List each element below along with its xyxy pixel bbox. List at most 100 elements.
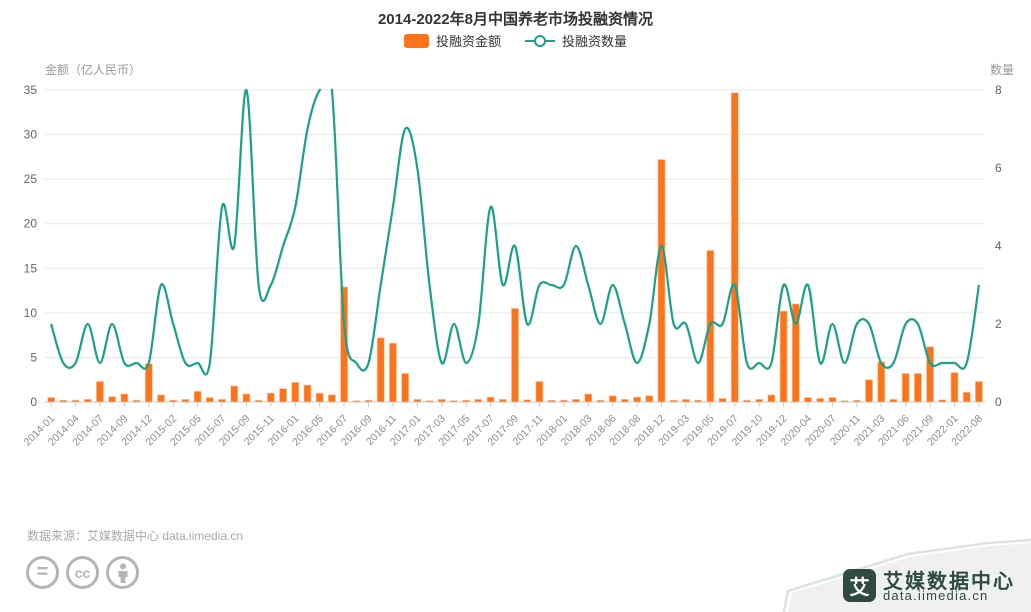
bar: [804, 397, 812, 403]
bar: [523, 399, 532, 403]
bar: [401, 373, 410, 403]
bar: [938, 399, 947, 403]
license-badges: = cc: [26, 556, 139, 589]
bar: [498, 398, 507, 403]
y-right-tick-label: 6: [995, 161, 1002, 175]
bar: [218, 398, 226, 403]
legend-item-count[interactable]: 投融资数量: [525, 31, 627, 50]
bar: [877, 361, 886, 403]
bar: [730, 92, 739, 403]
bar: [572, 398, 580, 403]
bar: [816, 398, 825, 403]
y-right-tick-label: 0: [995, 395, 1002, 409]
bar: [596, 399, 605, 403]
bar: [755, 398, 764, 403]
line-series: [50, 88, 980, 376]
bar: [83, 398, 92, 403]
bar: [157, 394, 165, 403]
bar: [608, 395, 617, 403]
bar: [279, 388, 287, 403]
bar: [169, 399, 178, 403]
bar: [120, 393, 129, 403]
bar: [975, 381, 983, 403]
y-left-tick-label: 15: [24, 261, 38, 275]
bar: [767, 394, 776, 403]
bar: [315, 392, 324, 403]
bar: [59, 399, 68, 403]
y-left-tick-label: 25: [24, 172, 38, 186]
brand-site: data.iimedia.cn: [883, 588, 989, 603]
bar: [584, 393, 593, 403]
line-marker-icon: [525, 34, 555, 48]
bar: [694, 399, 703, 403]
y-right-tick-label: 4: [995, 239, 1002, 253]
bar: [926, 346, 934, 403]
bar: [828, 397, 837, 403]
bar: [852, 399, 861, 403]
bar: [633, 396, 641, 403]
legend-amount-label: 投融资金额: [435, 34, 501, 49]
y-left-tick-label: 10: [24, 306, 38, 320]
y-right-tick-label: 2: [995, 317, 1002, 331]
bar: [511, 308, 519, 403]
bar: [425, 400, 434, 403]
bar: [181, 398, 190, 403]
bar: [327, 394, 336, 403]
bar: [230, 385, 239, 403]
bar: [682, 398, 690, 403]
bar: [132, 399, 141, 403]
bar: [413, 398, 422, 403]
bar: [266, 392, 275, 403]
equals-license-icon: =: [26, 556, 59, 589]
bar: [47, 397, 55, 403]
bar: [450, 400, 458, 403]
brand-ribbon: 艾 艾媒数据中心 data.iimedia.cn: [760, 527, 1031, 612]
bar: [462, 399, 471, 403]
bar: [535, 381, 544, 403]
bar: [144, 363, 153, 403]
y-left-tick-label: 5: [30, 350, 37, 364]
bar-swatch-icon: [403, 33, 429, 48]
bar: [96, 381, 104, 403]
brand-name: 艾媒数据中心: [883, 571, 1015, 593]
bar: [376, 337, 385, 403]
bar: [340, 286, 348, 403]
bar: [291, 382, 300, 403]
bar: [193, 390, 202, 403]
bar: [474, 398, 483, 403]
y-right-axis-name: 数量: [990, 62, 1014, 77]
gridlines: 0 5 10 15 20 25 30 35 0 2 4 6 8: [24, 83, 1002, 409]
y-left-tick-label: 20: [24, 217, 38, 231]
bar: [645, 395, 654, 403]
bar: [389, 342, 397, 403]
legend-item-amount[interactable]: 投融资金额: [403, 31, 501, 50]
source-note: 数据来源：艾媒数据中心 data.iimedia.cn: [27, 529, 244, 543]
bar: [779, 310, 788, 403]
bar: [962, 391, 971, 403]
y-left-axis-name: 金额（亿人民币）: [45, 62, 141, 77]
bar-series: [47, 92, 983, 403]
ribbon-edge: [782, 538, 1031, 612]
cc-license-icon: cc: [66, 556, 99, 589]
bar: [950, 372, 959, 403]
bar: [865, 379, 873, 403]
y-left-tick-label: 35: [24, 83, 38, 97]
bar: [620, 398, 629, 403]
bar: [743, 399, 751, 403]
bar: [559, 399, 568, 403]
bar: [913, 373, 922, 403]
bar: [718, 398, 727, 403]
chart-title: 2014-2022年8月中国养老市场投融资情况: [377, 11, 654, 28]
bar: [254, 399, 263, 403]
bar: [669, 399, 678, 403]
legend-count-label: 投融资数量: [562, 34, 628, 49]
bar: [840, 400, 849, 403]
y-right-tick-label: 8: [995, 83, 1002, 97]
bar: [791, 303, 800, 403]
combo-chart[interactable]: 0 5 10 15 20 25 30 35 0 2 4 6 8 金额（亿人民币） 数量 2014-012014…: [0, 0, 1031, 480]
attribution-person-icon: [106, 556, 139, 589]
bar: [303, 384, 312, 403]
bar: [657, 159, 666, 403]
bar: [352, 400, 361, 403]
